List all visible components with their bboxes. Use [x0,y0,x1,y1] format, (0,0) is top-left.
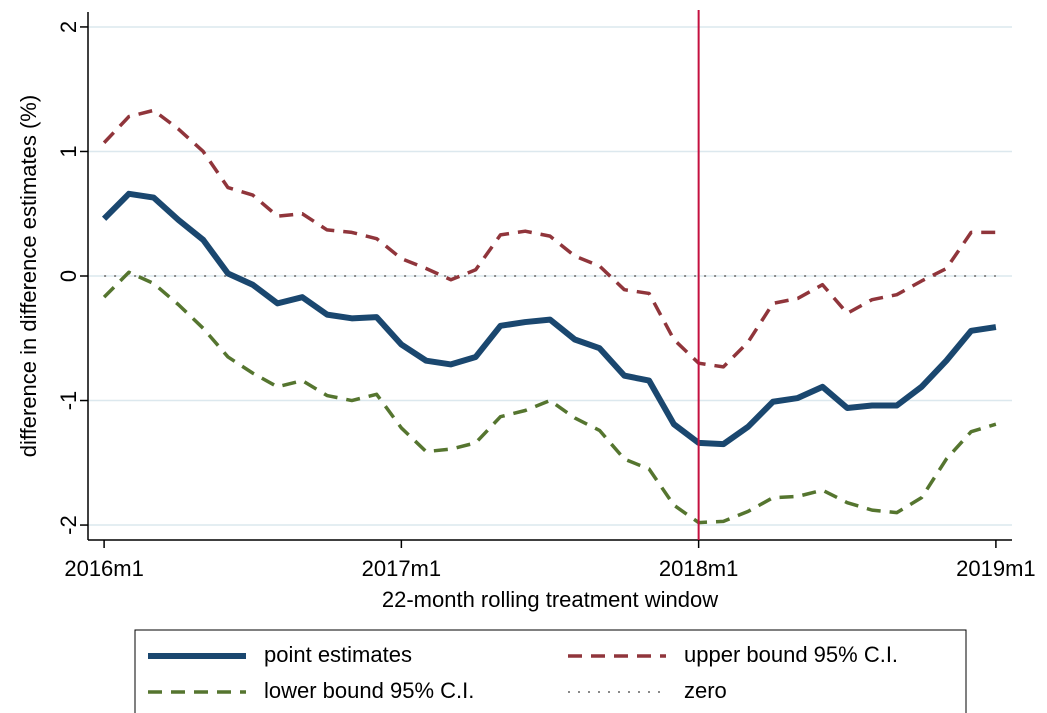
x-tick-label: 2017m1 [362,556,442,581]
x-tick-label: 2019m1 [956,556,1036,581]
series-line [101,190,997,448]
x-axis-title: 22-month rolling treatment window [382,587,718,612]
series-line [102,108,996,369]
series-line [102,270,997,525]
y-tick-label: 1 [56,145,81,157]
x-tick-label: 2018m1 [659,556,739,581]
y-tick-label: -1 [56,391,81,411]
x-tick-label: 2016m1 [64,556,144,581]
y-tick-label: -2 [56,515,81,535]
legend-label: zero [684,678,727,703]
y-axis-title: difference in difference estimates (%) [16,95,41,457]
legend-label: lower bound 95% C.I. [264,678,474,703]
legend-label: upper bound 95% C.I. [684,642,898,667]
y-tick-label: 2 [56,21,81,33]
legend-box [134,629,967,713]
legend-label: point estimates [264,642,412,667]
y-tick-label: 0 [56,270,81,282]
